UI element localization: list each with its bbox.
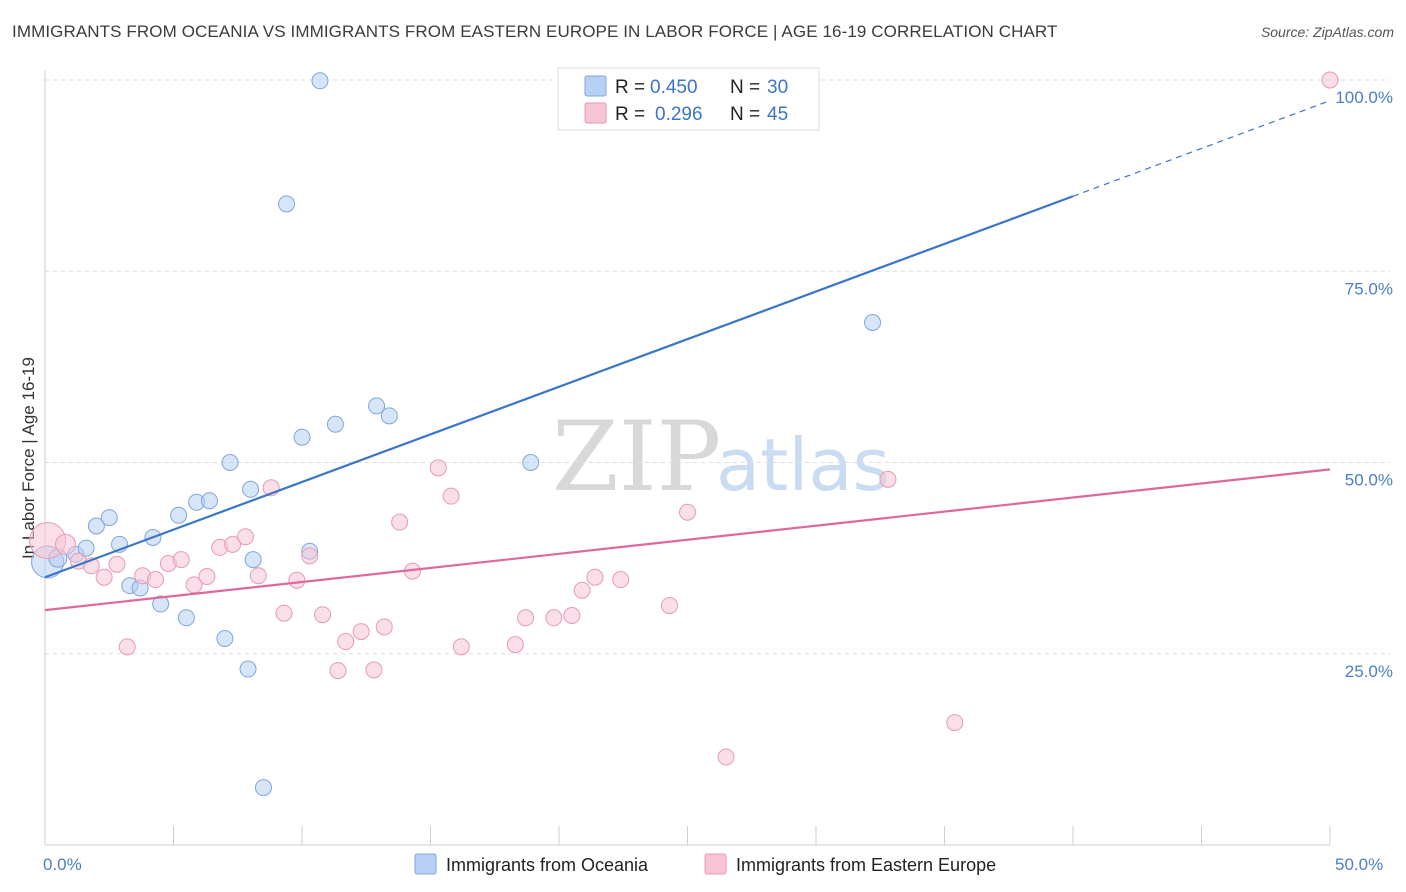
- oceania-trend-line-extension: [1072, 100, 1331, 197]
- eastern-europe-point: [946, 714, 964, 732]
- bottom-legend-label-oceania: Immigrants from Oceania: [446, 855, 649, 875]
- oceania-point: [293, 428, 311, 446]
- legend-n-label-oceania: N =: [730, 77, 760, 98]
- oceania-point: [254, 779, 272, 797]
- eastern-europe-point: [545, 609, 563, 627]
- x-tick-label-min: 0.0%: [43, 855, 82, 874]
- eastern-europe-point: [314, 606, 332, 624]
- legend-swatch-oceania: [584, 75, 607, 97]
- eastern-europe-point: [224, 535, 242, 553]
- x-ticks: [44, 826, 1331, 845]
- eastern-europe-point: [198, 567, 216, 585]
- oceania-point: [522, 454, 540, 471]
- eastern-europe-point: [288, 571, 306, 589]
- oceania-point: [242, 480, 260, 498]
- gridlines: [45, 79, 1390, 655]
- eastern-europe-point: [337, 633, 355, 651]
- eastern-europe-point: [375, 618, 393, 636]
- eastern-europe-point: [517, 609, 535, 627]
- eastern-europe-point: [879, 470, 897, 488]
- oceania-point: [864, 314, 882, 332]
- bottom-legend-swatch-oceania: [414, 853, 437, 875]
- x-tick-label-max: 50.0%: [1335, 855, 1383, 874]
- eastern-europe-point: [1321, 71, 1339, 89]
- eastern-europe-point: [612, 571, 630, 589]
- eastern-europe-point: [95, 568, 113, 586]
- legend-n-value-eastern-europe: 45: [767, 104, 788, 125]
- oceania-point: [326, 415, 344, 433]
- eastern-europe-point: [661, 597, 679, 615]
- oceania-point: [244, 551, 262, 569]
- source-label: Source: ZipAtlas.com: [1260, 24, 1394, 40]
- oceania-point: [311, 72, 329, 90]
- eastern-europe-point: [55, 533, 77, 555]
- oceania-point: [368, 397, 386, 415]
- eastern-europe-point: [147, 571, 165, 589]
- legend-swatch-eastern-europe: [584, 102, 607, 124]
- y-tick-label: 25.0%: [1345, 662, 1393, 681]
- y-tick-label: 50.0%: [1345, 471, 1393, 490]
- y-axis-label: In Labor Force | Age 16-19: [19, 357, 38, 559]
- oceania-point: [239, 660, 257, 678]
- bottom-legend-label-eastern-europe: Immigrants from Eastern Europe: [736, 855, 996, 875]
- oceania-point: [221, 454, 239, 471]
- y-tick-labels: 25.0% 50.0% 75.0% 100.0%: [1335, 88, 1393, 681]
- legend-r-value-eastern-europe: 0.296: [655, 104, 703, 125]
- oceania-point: [87, 517, 105, 535]
- legend: R = 0.450 N = 30 R = 0.296 N = 45: [557, 67, 820, 131]
- chart-title: IMMIGRANTS FROM OCEANIA VS IMMIGRANTS FR…: [12, 22, 1058, 41]
- oceania-point: [100, 509, 118, 527]
- eastern-europe-point: [679, 503, 696, 521]
- eastern-europe-point: [442, 487, 460, 505]
- eastern-europe-point: [563, 607, 581, 624]
- eastern-europe-point: [365, 661, 383, 679]
- eastern-europe-point: [506, 636, 524, 654]
- eastern-europe-point: [301, 547, 319, 565]
- oceania-point: [278, 195, 296, 213]
- legend-n-value-oceania: 30: [767, 77, 788, 98]
- eastern-europe-point: [275, 604, 293, 622]
- bottom-legend: Immigrants from Oceania Immigrants from …: [414, 853, 996, 875]
- bottom-legend-swatch-eastern-europe: [704, 853, 727, 875]
- eastern-europe-point: [236, 528, 254, 546]
- eastern-europe-trend-line: [44, 468, 1331, 612]
- y-tick-label: 100.0%: [1335, 88, 1393, 107]
- oceania-point: [77, 539, 95, 557]
- watermark: ZIP atlas: [552, 401, 890, 513]
- eastern-europe-point: [329, 662, 347, 680]
- eastern-europe-point: [352, 623, 370, 641]
- eastern-europe-point: [717, 748, 735, 766]
- oceania-point: [200, 492, 218, 510]
- eastern-europe-point: [108, 555, 126, 573]
- eastern-europe-point: [391, 513, 409, 531]
- eastern-europe-point: [118, 638, 136, 656]
- legend-n-label-eastern-europe: N =: [730, 104, 760, 125]
- eastern-europe-point: [249, 567, 267, 585]
- legend-r-label-oceania: R =: [615, 77, 645, 98]
- oceania-point: [152, 595, 170, 613]
- watermark-atlas: atlas: [716, 423, 890, 507]
- eastern-europe-point: [429, 459, 447, 477]
- oceania-trend-line: [44, 195, 1074, 579]
- y-tick-label: 75.0%: [1345, 279, 1393, 298]
- oceania-point: [216, 629, 234, 647]
- eastern-europe-point: [586, 568, 604, 586]
- legend-r-value-oceania: 0.450: [650, 77, 698, 98]
- watermark-zip: ZIP: [552, 401, 721, 513]
- oceania-point: [380, 407, 398, 425]
- eastern-europe-point: [452, 638, 470, 656]
- legend-r-label-eastern-europe: R =: [615, 104, 645, 125]
- eastern-europe-point: [573, 581, 591, 599]
- trend-lines: [44, 100, 1331, 612]
- oceania-point: [170, 506, 188, 524]
- oceania-point: [177, 609, 195, 627]
- eastern-europe-point: [172, 551, 190, 569]
